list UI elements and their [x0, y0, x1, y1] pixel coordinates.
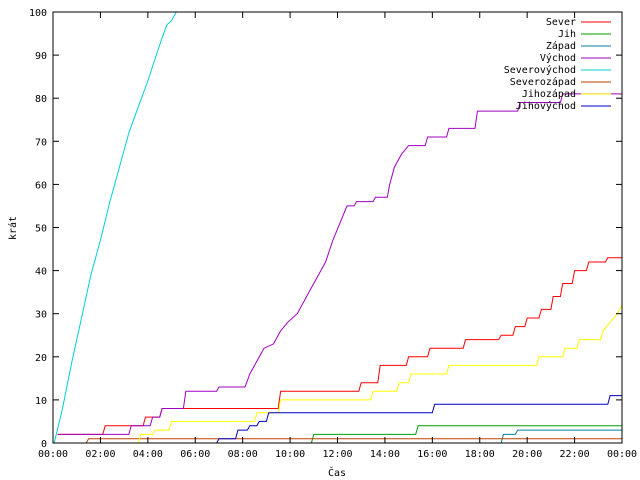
y-tick-label: 0 [41, 439, 47, 450]
series-line-7 [216, 395, 622, 443]
y-tick-label: 70 [35, 137, 47, 148]
legend-label: Jih [558, 29, 576, 40]
series-line-2 [500, 429, 622, 443]
x-tick-label: 04:00 [133, 449, 163, 460]
plot-series [53, 12, 622, 443]
y-tick-label: 50 [35, 224, 47, 235]
x-tick-label: 10:00 [275, 449, 305, 460]
legend-label: Severovýchod [504, 64, 576, 76]
x-tick-label: 02:00 [85, 449, 115, 460]
y-tick-label: 60 [35, 180, 47, 191]
x-tick-label: 12:00 [322, 449, 352, 460]
x-tick-label: 00:00 [607, 449, 637, 460]
legend: SeverJihZápadVýchodSeverovýchodSeverozáp… [504, 17, 611, 112]
x-tick-label: 22:00 [560, 449, 590, 460]
x-axis-label: Čas [328, 466, 346, 479]
y-tick-label: 100 [29, 8, 47, 19]
y-tick-label: 40 [35, 267, 47, 278]
series-line-5 [85, 438, 622, 443]
x-tick-label: 08:00 [228, 449, 258, 460]
x-axis-ticks: 00:00 02:00 04:00 06:00 08:00 10:00 12:00 14:00… [38, 12, 637, 460]
x-tick-label: 06:00 [180, 449, 210, 460]
series-line-3 [57, 93, 622, 435]
y-tick-label: 80 [35, 94, 47, 105]
y-tick-label: 30 [35, 310, 47, 321]
x-tick-label: 14:00 [370, 449, 400, 460]
x-tick-label: 16:00 [417, 449, 447, 460]
y-tick-label: 90 [35, 51, 47, 62]
x-tick-label: 00:00 [38, 449, 68, 460]
y-axis-ticks: 0 10 20 30 40 50 60 70 80 90 100 [29, 8, 622, 450]
legend-label: Východ [540, 52, 576, 64]
y-tick-label: 20 [35, 353, 47, 364]
series-line-4 [53, 12, 177, 443]
series-line-6 [137, 304, 622, 443]
legend-label: Západ [546, 40, 576, 52]
series-line-1 [310, 425, 622, 443]
y-axis-label: krát [7, 216, 19, 240]
legend-label: Jihozápad [522, 88, 576, 100]
legend-label: Jihovýchod [516, 100, 576, 112]
legend-label: Sever [546, 17, 576, 28]
legend-label: Severozápad [510, 76, 576, 88]
x-tick-label: 20:00 [512, 449, 542, 460]
x-tick-label: 18:00 [465, 449, 495, 460]
y-tick-label: 10 [35, 396, 47, 407]
